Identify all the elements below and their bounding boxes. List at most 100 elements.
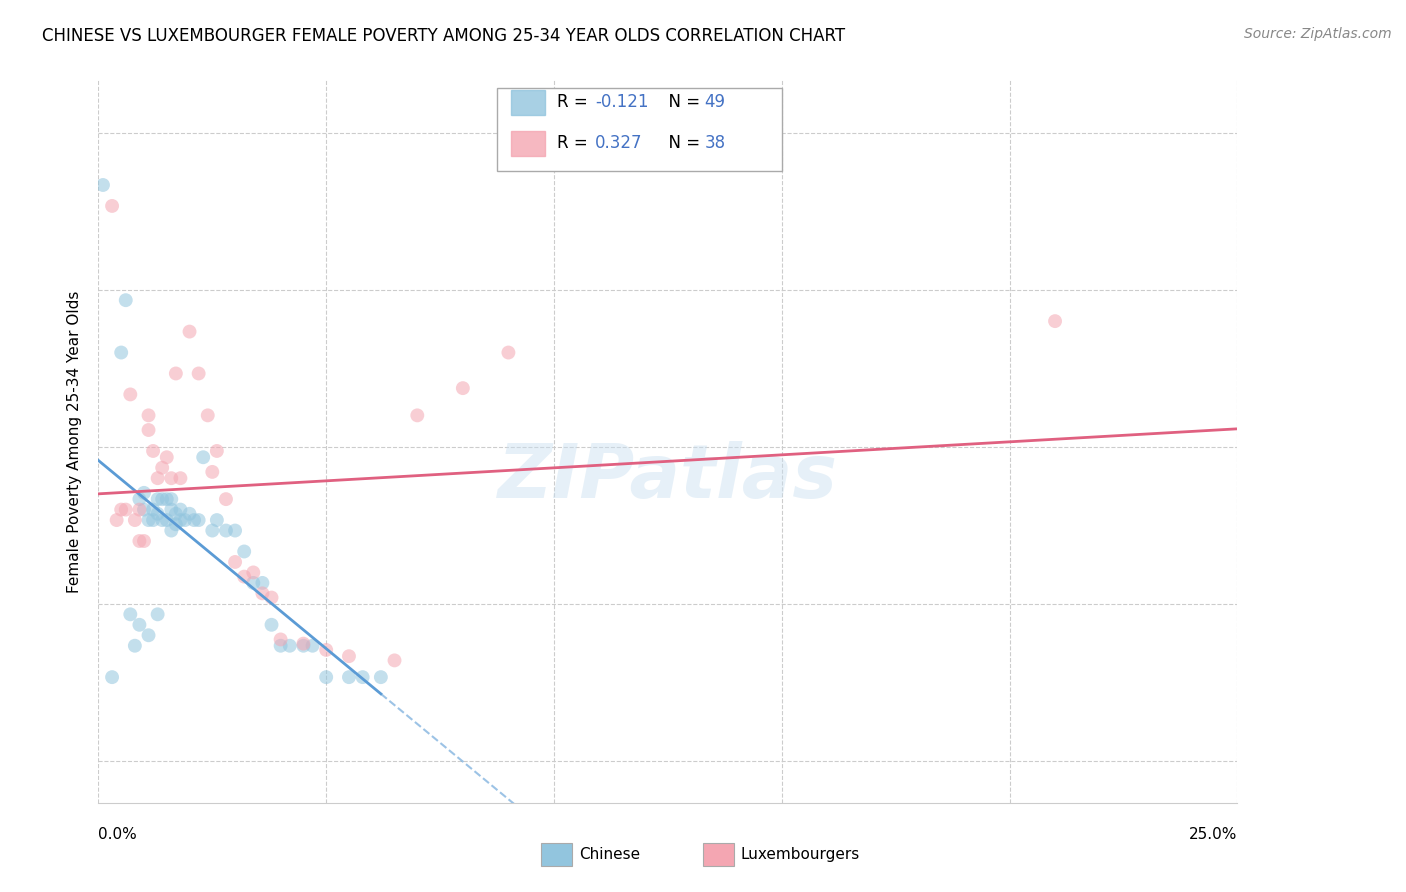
Point [165, 507, 187, 521]
Point [187, 367, 209, 381]
Point [201, 524, 224, 538]
Point [270, 639, 292, 653]
Point [146, 492, 169, 507]
Point [160, 524, 183, 538]
Text: Luxembourgers: Luxembourgers [741, 847, 860, 862]
Text: 0.0%: 0.0% [98, 827, 138, 841]
Point [260, 591, 283, 605]
Point [138, 409, 160, 423]
Point [138, 628, 160, 642]
Point [110, 345, 132, 359]
Point [142, 502, 165, 516]
Point [315, 643, 337, 657]
Point [105, 513, 128, 527]
Point [260, 617, 283, 632]
Point [215, 524, 238, 538]
Text: N =: N = [658, 94, 706, 112]
Point [224, 524, 246, 538]
Text: N =: N = [658, 134, 706, 153]
Point [146, 507, 169, 521]
Point [292, 639, 315, 653]
Point [124, 639, 146, 653]
Point [150, 492, 173, 507]
Text: -0.121: -0.121 [595, 94, 648, 112]
Point [120, 387, 142, 401]
Text: 49: 49 [704, 94, 725, 112]
Point [128, 617, 150, 632]
Point [169, 502, 191, 516]
Point [337, 649, 360, 664]
Point [132, 502, 155, 516]
Point [169, 471, 191, 485]
Point [138, 423, 160, 437]
Point [233, 544, 256, 558]
Point [132, 534, 155, 549]
Text: 0.327: 0.327 [595, 134, 643, 153]
Point [120, 607, 142, 622]
Point [160, 492, 183, 507]
Point [146, 607, 169, 622]
Point [242, 575, 264, 590]
Point [146, 471, 169, 485]
Point [150, 460, 173, 475]
Point [278, 639, 301, 653]
Point [233, 569, 256, 583]
Text: R =: R = [557, 94, 593, 112]
Point [179, 325, 201, 339]
Point [124, 513, 146, 527]
Point [169, 513, 191, 527]
Point [160, 471, 183, 485]
Point [183, 513, 205, 527]
Point [142, 513, 165, 527]
Point [128, 534, 150, 549]
Point [252, 586, 274, 600]
Point [205, 444, 228, 458]
Point [193, 450, 215, 465]
Point [201, 465, 224, 479]
Text: R =: R = [557, 134, 593, 153]
Point [132, 486, 155, 500]
Text: Chinese: Chinese [579, 847, 640, 862]
Point [451, 381, 474, 395]
Point [406, 409, 429, 423]
Point [174, 513, 197, 527]
Point [242, 566, 264, 580]
Text: 25.0%: 25.0% [1189, 827, 1237, 841]
Point [224, 555, 246, 569]
Point [91, 178, 114, 192]
Point [156, 513, 179, 527]
Point [150, 513, 173, 527]
Text: 38: 38 [704, 134, 725, 153]
Point [498, 345, 520, 359]
Point [384, 653, 406, 667]
Point [110, 502, 132, 516]
Point [179, 507, 201, 521]
Point [270, 632, 292, 647]
Point [352, 670, 374, 684]
Point [156, 492, 179, 507]
Point [197, 409, 219, 423]
Point [337, 670, 360, 684]
Point [142, 444, 165, 458]
Point [187, 513, 209, 527]
Point [165, 517, 187, 532]
Point [315, 670, 337, 684]
Point [114, 293, 136, 308]
Text: Source: ZipAtlas.com: Source: ZipAtlas.com [1244, 27, 1392, 41]
Text: ZIPatlas: ZIPatlas [498, 442, 838, 514]
Point [205, 513, 228, 527]
Point [138, 513, 160, 527]
Point [165, 367, 187, 381]
Point [370, 670, 392, 684]
Point [156, 450, 179, 465]
Point [292, 637, 315, 651]
Text: CHINESE VS LUXEMBOURGER FEMALE POVERTY AMONG 25-34 YEAR OLDS CORRELATION CHART: CHINESE VS LUXEMBOURGER FEMALE POVERTY A… [42, 27, 845, 45]
Point [301, 639, 323, 653]
Point [1043, 314, 1066, 328]
Point [101, 199, 124, 213]
Point [160, 502, 183, 516]
Point [128, 502, 150, 516]
Point [101, 670, 124, 684]
Point [252, 575, 274, 590]
Point [215, 492, 238, 507]
